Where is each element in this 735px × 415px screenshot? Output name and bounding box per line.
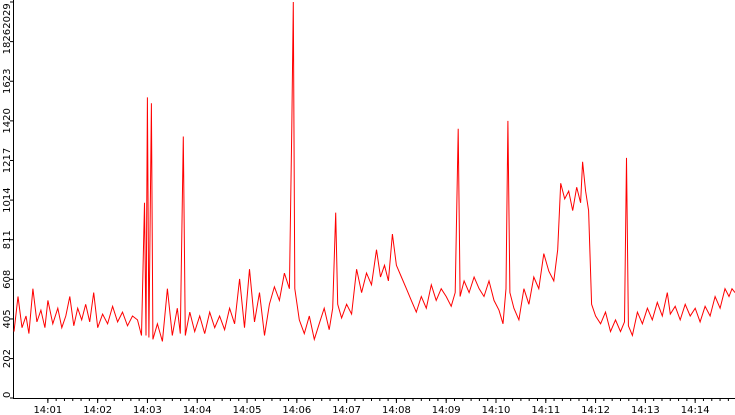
series-line: [13, 1, 735, 342]
x-tick-label: 14:07: [332, 405, 361, 415]
y-tick-label: 405: [2, 309, 13, 328]
y-tick-label: 1623: [2, 69, 13, 94]
y-tick-label: 202: [2, 349, 13, 368]
x-tick-label: 14:08: [382, 405, 411, 415]
x-tick-label: 14:05: [233, 405, 262, 415]
x-tick-label: 14:13: [631, 405, 660, 415]
x-tick-label: 14:01: [33, 405, 62, 415]
x-tick-label: 14:06: [282, 405, 311, 415]
y-tick-label: 811: [2, 230, 13, 249]
y-tick-label: 1217: [2, 148, 13, 173]
x-tick-label: 14:02: [83, 405, 112, 415]
y-tick-label: 2029: [2, 3, 13, 28]
y-tick-label: 1826: [2, 29, 13, 54]
x-tick-label: 14:14: [681, 405, 710, 415]
y-tick-label: 0: [2, 392, 13, 398]
x-tick-label: 14:10: [482, 405, 511, 415]
y-tick-label: 608: [2, 270, 13, 289]
x-tick-label: 14:04: [183, 405, 212, 415]
x-axis: 14:01 14:02 14:03 14:04 14:05 14:06 14:07 14:08…: [33, 398, 729, 415]
x-tick-label: 14:09: [432, 405, 461, 415]
x-tick-label: 14:12: [581, 405, 610, 415]
y-tick-label: 1014: [2, 187, 13, 212]
x-tick-label: 14:03: [133, 405, 162, 415]
plot-area: [13, 1, 735, 342]
x-tick-label: 14:11: [531, 405, 560, 415]
y-tick-label: 1420: [2, 108, 13, 133]
